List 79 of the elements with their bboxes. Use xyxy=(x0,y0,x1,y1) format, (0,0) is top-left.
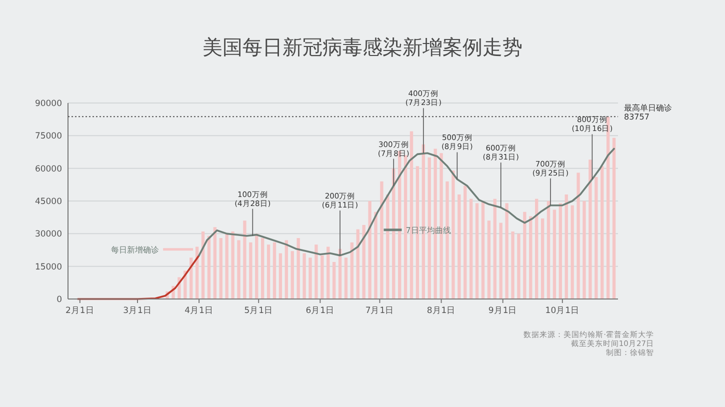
bar xyxy=(505,203,508,299)
bar xyxy=(600,166,604,299)
y-tick-label: 75000 xyxy=(34,132,62,142)
bar xyxy=(493,198,496,299)
text: 每日新增确诊 xyxy=(111,245,160,254)
x-tick-label: 7月1日 xyxy=(365,306,394,316)
title: 美国每日新冠病毒感染新增案例走势 xyxy=(202,35,522,59)
y-tick-label: 0 xyxy=(56,295,62,305)
bar xyxy=(386,194,390,299)
x-tick-label: 10月1日 xyxy=(545,306,580,316)
bar xyxy=(278,253,282,299)
ref-line-label: 最高单日确诊 83757 xyxy=(624,104,672,122)
y-tick-label: 60000 xyxy=(34,164,62,174)
bar xyxy=(225,234,228,299)
x-tick-label: 8月1日 xyxy=(426,306,456,316)
y-tick-label: 30000 xyxy=(34,230,62,240)
bar xyxy=(511,231,514,299)
bar xyxy=(368,201,372,299)
x-tick-label: 2月1日 xyxy=(66,306,94,316)
bar xyxy=(588,160,592,299)
bar xyxy=(266,244,270,299)
y-tick-label: 90000 xyxy=(34,99,62,109)
bar xyxy=(458,194,461,299)
bar xyxy=(606,116,610,299)
bar xyxy=(308,258,312,299)
bar xyxy=(576,172,580,299)
bar xyxy=(523,212,526,299)
bar xyxy=(350,242,354,299)
bar xyxy=(481,201,485,299)
bar xyxy=(219,238,222,299)
bar xyxy=(284,240,288,299)
bar xyxy=(249,242,252,299)
bar xyxy=(243,220,246,299)
x-tick-label: 9月1日 xyxy=(488,306,518,316)
x-tick-label: 6月1日 xyxy=(306,306,335,316)
x-tick-label: 3月1日 xyxy=(123,306,152,316)
bar xyxy=(594,177,598,299)
bar xyxy=(290,251,294,299)
bar xyxy=(302,253,306,299)
y-tick-label: 15000 xyxy=(34,262,62,272)
y-tick-label: 45000 xyxy=(34,197,62,207)
bar xyxy=(570,205,574,299)
bar xyxy=(213,227,217,299)
bar xyxy=(499,222,502,299)
bar xyxy=(260,238,264,299)
bar xyxy=(469,198,473,299)
bar xyxy=(380,181,384,299)
bar xyxy=(207,236,211,299)
bar xyxy=(326,246,330,299)
bar xyxy=(332,262,336,299)
x-tick-label: 5月1日 xyxy=(244,306,274,316)
bar xyxy=(344,258,348,299)
bar xyxy=(362,224,366,299)
bar xyxy=(582,201,586,299)
bar xyxy=(464,186,467,299)
bar xyxy=(272,242,276,299)
legend-label: 7日平均曲线 xyxy=(406,226,451,235)
bar xyxy=(320,255,324,299)
bar xyxy=(612,138,616,299)
bar xyxy=(546,201,550,299)
bar xyxy=(255,234,258,299)
bar xyxy=(404,155,408,299)
bar xyxy=(564,194,568,299)
bar xyxy=(356,229,360,299)
bar xyxy=(552,210,556,299)
bar xyxy=(452,170,455,299)
bar xyxy=(487,220,491,299)
bar xyxy=(231,231,234,299)
bar xyxy=(558,203,562,299)
bar xyxy=(535,198,538,299)
bar xyxy=(517,234,520,299)
bar xyxy=(314,244,318,299)
bar xyxy=(374,212,378,299)
bar xyxy=(475,203,479,299)
bar xyxy=(529,216,532,299)
bar xyxy=(237,240,240,299)
bar xyxy=(540,218,544,299)
x-tick-label: 4月1日 xyxy=(184,306,214,316)
bar xyxy=(296,238,300,299)
